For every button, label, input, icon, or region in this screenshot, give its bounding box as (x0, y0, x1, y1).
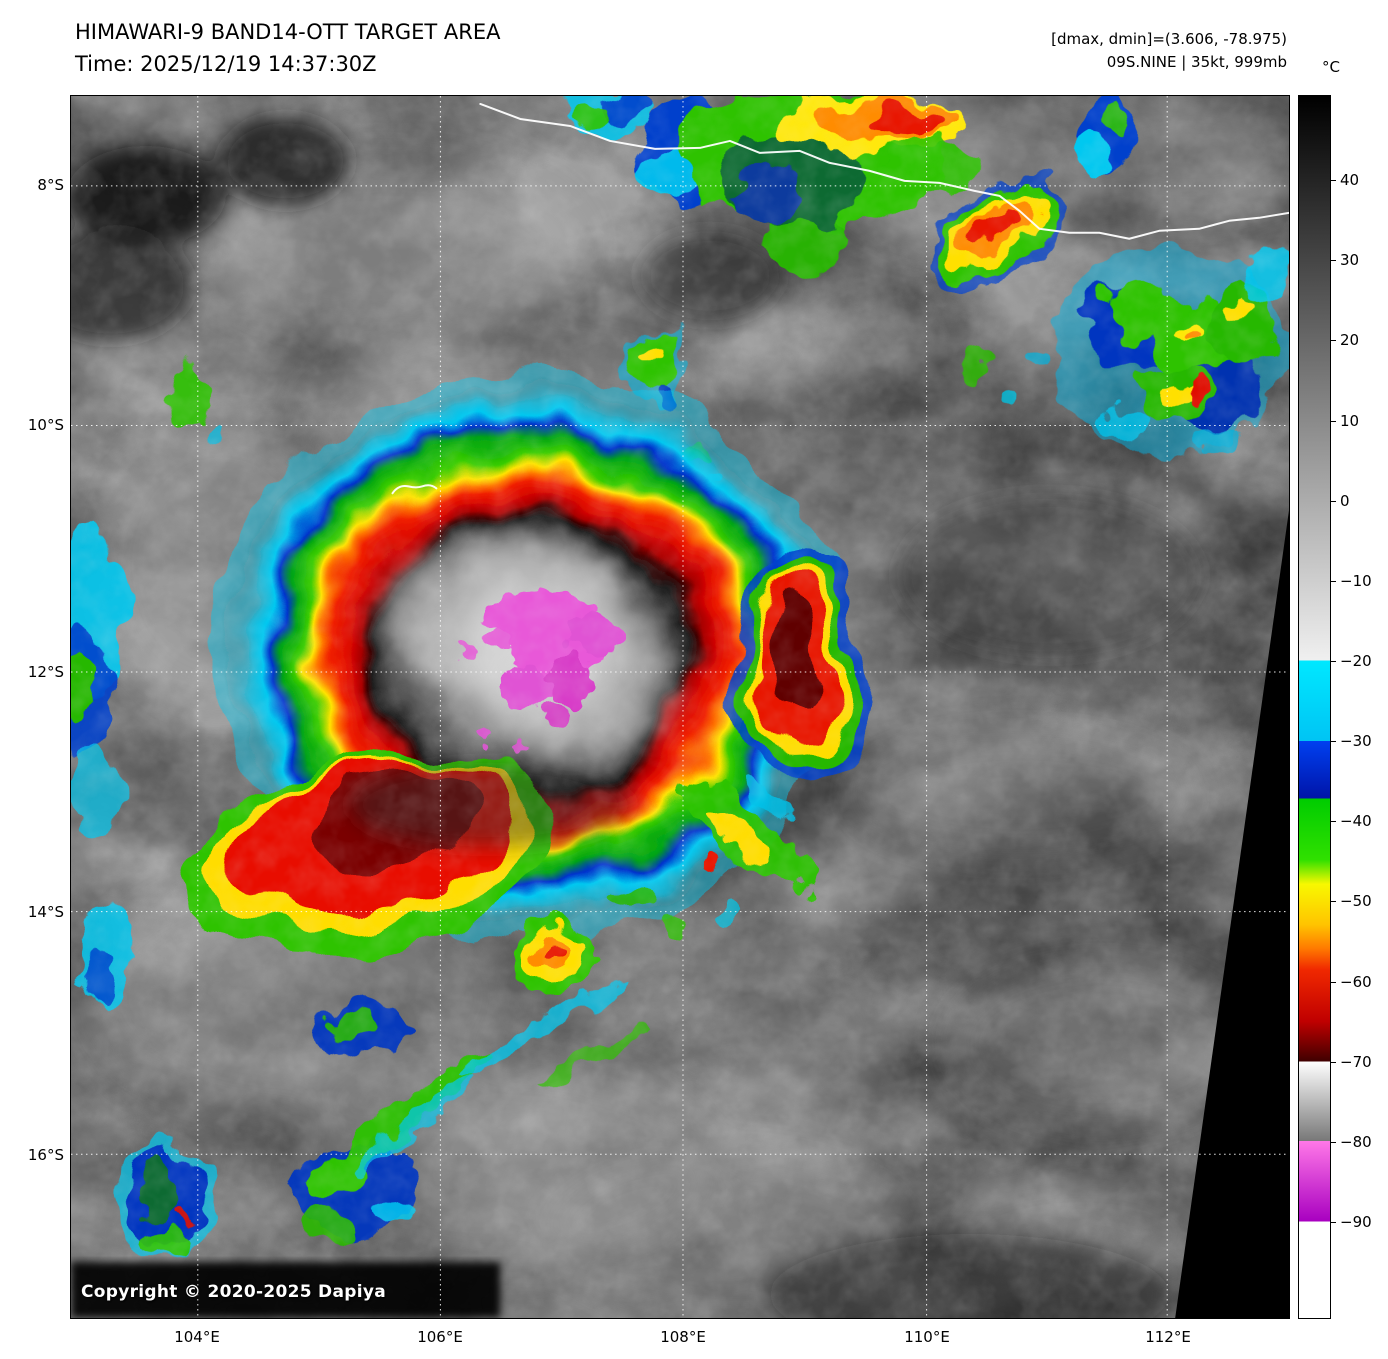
lon-tick-label: 106°E (417, 1328, 463, 1346)
colorbar-tick-label: −60 (1340, 972, 1372, 991)
colorbar-tick-mark (1331, 340, 1336, 342)
colorbar-tick-label: 20 (1340, 331, 1360, 350)
colorbar-tick-mark (1331, 580, 1336, 582)
island-outline (391, 484, 438, 495)
lon-tick-label: 108°E (660, 1328, 706, 1346)
colorbar-tick-label: 10 (1340, 411, 1360, 430)
colorbar-tick-mark (1331, 660, 1336, 662)
colorbar-tick-mark (1331, 901, 1336, 903)
colorbar-tick-mark (1331, 1222, 1336, 1223)
colorbar-tick-label: −50 (1340, 892, 1372, 911)
colorbar-tick-mark (1331, 741, 1336, 743)
colorbar-tick-label: −40 (1340, 812, 1372, 831)
grid-lines (71, 96, 1289, 1318)
lat-tick-label: 14°S (27, 903, 64, 921)
fine-grain (71, 96, 1289, 1318)
lon-tick-label: 112°E (1145, 1328, 1191, 1346)
lat-tick-label: 10°S (27, 416, 64, 434)
colorbar-tick-mark (1331, 260, 1336, 262)
coastline (479, 102, 1289, 240)
product-time: Time: 2025/12/19 14:37:30Z (75, 52, 377, 76)
colorbar-tick-mark (1331, 180, 1336, 181)
copyright-watermark: Copyright © 2020-2025 Dapiya (81, 1282, 386, 1302)
colorbar (1298, 95, 1331, 1319)
colorbar-tick-mark (1331, 500, 1336, 502)
lon-tick-label: 104°E (174, 1328, 220, 1346)
colorbar-tick-label: −10 (1340, 571, 1372, 590)
colorbar-tick-label: 30 (1340, 251, 1360, 270)
colorbar-tick-label: −80 (1340, 1132, 1372, 1151)
lon-tick-label: 110°E (904, 1328, 950, 1346)
satellite-map: Copyright © 2020-2025 Dapiya (70, 95, 1290, 1319)
colorbar-tick-label: 40 (1340, 171, 1360, 189)
colorbar-tick-label: −20 (1340, 651, 1372, 670)
satellite-image (71, 96, 1289, 1318)
colorbar-tick-mark (1331, 1141, 1336, 1143)
product-title: HIMAWARI-9 BAND14-OTT TARGET AREA (75, 20, 501, 44)
colorbar-tick-label: −30 (1340, 732, 1372, 751)
colorbar-tick-mark (1331, 821, 1336, 823)
colorbar-tick-container: 40 30 20 10 0 −10 −20 −30 −40 −50 −60 −70 −80 −90 (1331, 95, 1388, 1319)
storm-info: 09S.NINE | 35kt, 999mb (1106, 53, 1287, 71)
lat-tick-label: 12°S (27, 663, 64, 681)
bottom-dark-strip (71, 1262, 501, 1318)
colorbar-unit-label: °C (1322, 58, 1340, 76)
colorbar-tick-label: −70 (1340, 1052, 1372, 1071)
colorbar-tick-mark (1331, 981, 1336, 983)
colorbar-gradient (1299, 96, 1330, 1318)
colorbar-tick-mark (1331, 1061, 1336, 1063)
colorbar-tick-mark (1331, 420, 1336, 422)
colorbar-tick-label: 0 (1340, 491, 1350, 510)
scan-edge-wedge (1175, 510, 1289, 1318)
lat-tick-label: 8°S (37, 176, 64, 194)
lat-tick-label: 16°S (27, 1146, 64, 1164)
colorbar-tick-label: −90 (1340, 1213, 1372, 1231)
dmax-dmin-readout: [dmax, dmin]=(3.606, -78.975) (1051, 30, 1287, 48)
